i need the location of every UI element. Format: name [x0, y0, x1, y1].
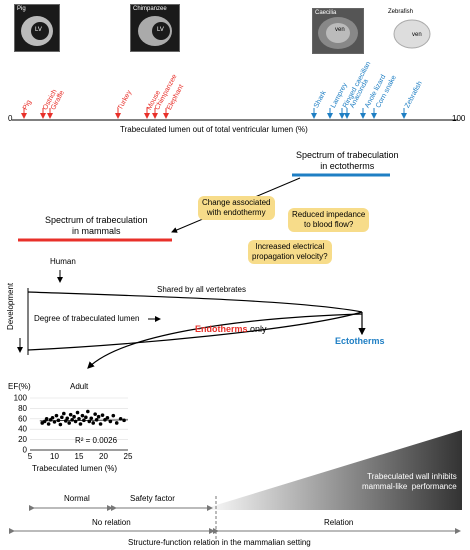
- human-label: Human: [50, 257, 76, 266]
- data-point: [78, 422, 83, 426]
- electrical-note: Increased electrical propagation velocit…: [248, 240, 332, 264]
- data-point: [100, 413, 105, 417]
- y-tick-label: 0: [23, 446, 28, 455]
- shared-label: Shared by all vertebrates: [157, 285, 246, 294]
- endotherms-text: Endotherms: [195, 324, 248, 334]
- data-point: [62, 411, 66, 416]
- only-text: only: [247, 324, 267, 334]
- data-point: [75, 410, 80, 415]
- data-point: [111, 413, 116, 418]
- degree-label: Degree of trabeculated lumen: [34, 314, 140, 323]
- caecilian-ven-label: ven: [335, 27, 345, 33]
- x-tick-label: 5: [28, 452, 33, 460]
- chimpanzee-lv-label: LV: [157, 27, 164, 33]
- development-label: Development: [6, 282, 15, 330]
- chimpanzee-image-label: Chimpanzee: [133, 6, 167, 12]
- axis-min-label: 0: [8, 114, 13, 123]
- data-point: [72, 414, 76, 419]
- zebrafish-image-label: Zebrafish: [388, 9, 414, 15]
- zebrafish-heart-image: Zebrafish ven: [386, 8, 438, 52]
- chart-ylabel: EF(%): [8, 382, 31, 391]
- spectrum-ectotherms-label: Spectrum of trabeculation in ectotherms: [296, 150, 399, 171]
- data-point: [68, 412, 73, 417]
- data-point: [93, 412, 97, 416]
- safety-factor-label: Safety factor: [130, 494, 175, 503]
- endotherms-label: Endotherms only: [195, 324, 267, 334]
- data-point: [70, 418, 74, 422]
- y-tick-label: 20: [18, 435, 27, 444]
- y-tick-label: 60: [18, 414, 27, 423]
- adult-label: Adult: [70, 382, 89, 391]
- spectrum-mammals-label: Spectrum of trabeculation in mammals: [45, 215, 148, 236]
- pig-heart-image: Pig LV: [14, 4, 60, 52]
- data-point: [77, 417, 81, 421]
- pig-lv-label: LV: [35, 27, 42, 33]
- data-point: [122, 418, 126, 423]
- wall-text: Trabeculated wall inhibits mammal-like p…: [362, 472, 457, 491]
- impedance-note: Reduced impedance to blood flow?: [288, 208, 370, 232]
- pig-image-label: Pig: [17, 6, 26, 12]
- zebrafish-ven-label: ven: [412, 32, 422, 38]
- bottom-caption: Structure-function relation in the mamma…: [128, 538, 311, 547]
- relation-label: Relation: [324, 518, 354, 527]
- chart-xlabel: Trabeculated lumen (%): [32, 464, 118, 473]
- data-point: [44, 417, 49, 421]
- data-point: [91, 421, 96, 425]
- y-tick-label: 100: [14, 394, 28, 403]
- data-point: [105, 415, 110, 420]
- axis-max-label: 100: [452, 114, 466, 123]
- data-point: [58, 422, 63, 427]
- data-point: [54, 413, 59, 418]
- ectotherms-label: Ectotherms: [335, 336, 385, 346]
- data-point: [46, 422, 51, 426]
- y-tick-label: 80: [18, 404, 27, 413]
- caecilian-heart-image: Caecilia ven: [312, 8, 364, 54]
- caecilian-image-label: Caecilia: [315, 10, 337, 16]
- chimpanzee-heart-image: Chimpanzee LV: [130, 4, 180, 52]
- data-point: [50, 415, 55, 420]
- data-point: [96, 414, 101, 419]
- axis-title: Trabeculated lumen out of total ventricu…: [120, 125, 308, 134]
- trend-line: [39, 419, 129, 422]
- chart-r2-label: R² = 0.0026: [75, 436, 118, 445]
- data-point: [89, 416, 94, 421]
- y-tick-label: 40: [18, 425, 27, 434]
- data-point: [84, 415, 88, 420]
- data-point: [114, 421, 119, 425]
- normal-label: Normal: [64, 494, 90, 503]
- x-tick-label: 25: [124, 452, 133, 460]
- x-tick-label: 15: [75, 452, 84, 460]
- data-point: [65, 416, 70, 421]
- data-point: [86, 409, 90, 414]
- data-point: [67, 421, 71, 425]
- data-point: [98, 422, 103, 426]
- data-point: [80, 413, 85, 418]
- x-tick-label: 10: [50, 452, 59, 460]
- x-tick-label: 20: [99, 452, 108, 460]
- data-point: [108, 419, 113, 424]
- data-point: [60, 415, 64, 420]
- endothermy-note: Change associated with endothermy: [198, 196, 275, 220]
- no-relation-label: No relation: [92, 518, 131, 527]
